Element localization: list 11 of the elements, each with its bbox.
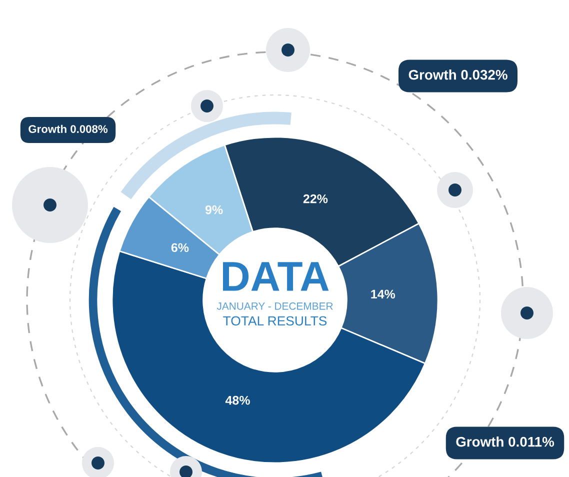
data-label: 9%	[205, 205, 223, 214]
text: DATA	[223, 262, 329, 291]
text: Growth 0.008%	[28, 124, 108, 133]
text: TOTAL RESULTS	[223, 316, 327, 326]
data-label: 6%	[171, 243, 189, 252]
text: JANUARY - DECEMBER	[216, 302, 333, 310]
data-label: 14%	[371, 290, 396, 299]
data-label: 22%	[303, 194, 328, 204]
data-label: 48%	[225, 396, 250, 405]
text: Growth 0.011%	[456, 436, 554, 447]
text: Growth 0.032%	[408, 70, 508, 80]
